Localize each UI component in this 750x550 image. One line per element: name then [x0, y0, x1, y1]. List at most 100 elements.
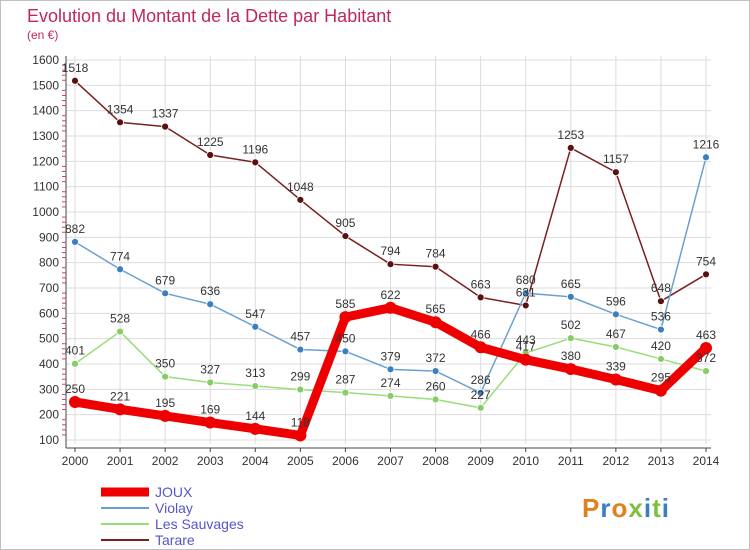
data-point-tarare: [702, 270, 710, 279]
data-label-tarare: 1048: [287, 180, 314, 194]
data-point-joux: [249, 422, 262, 435]
data-point-violay: [206, 300, 215, 309]
data-point-violay: [296, 345, 305, 354]
x-tick-label: 2005: [287, 454, 314, 468]
data-label-les-sauvages: 401: [65, 344, 85, 358]
data-label-violay: 457: [290, 330, 310, 344]
data-label-tarare: 663: [471, 277, 491, 291]
data-label-tarare: 905: [335, 216, 355, 230]
y-tick-label: 500: [39, 332, 59, 346]
data-point-violay: [161, 289, 170, 298]
data-point-les-sauvages: [611, 343, 620, 351]
legend-label-les-sauvages: Les Sauvages: [155, 516, 244, 532]
x-tick-label: 2000: [62, 454, 89, 468]
y-tick-label: 300: [39, 382, 59, 396]
data-label-joux: 250: [65, 382, 85, 396]
data-point-joux: [474, 341, 487, 354]
data-point-les-sauvages: [71, 359, 79, 368]
data-label-joux: 339: [606, 359, 626, 373]
y-tick-label: 100: [39, 433, 59, 447]
data-label-tarare: 1518: [62, 61, 89, 75]
legend-label-violay: Violay: [155, 500, 193, 516]
y-tick-label: 800: [39, 256, 59, 270]
data-point-tarare: [206, 151, 215, 159]
data-point-tarare: [476, 293, 485, 302]
data-label-violay: 286: [471, 373, 491, 387]
y-tick-label: 1100: [33, 180, 59, 194]
series-les-sauvages: [71, 327, 710, 412]
data-label-violay: 680: [516, 273, 536, 287]
data-point-joux: [384, 301, 397, 314]
data-label-joux: 622: [380, 288, 400, 302]
data-point-tarare: [296, 195, 305, 204]
data-point-violay: [71, 237, 79, 246]
logo-letter: o: [611, 493, 628, 523]
data-label-tarare: 794: [380, 244, 400, 258]
data-label-violay: 450: [335, 331, 355, 345]
data-label-joux: 295: [651, 371, 671, 385]
data-label-violay: 379: [380, 349, 400, 363]
data-point-violay: [657, 325, 665, 334]
data-label-les-sauvages: 350: [155, 357, 175, 371]
data-point-tarare: [611, 168, 620, 177]
x-tick-label: 2009: [467, 454, 494, 468]
x-tick-label: 2012: [603, 454, 630, 468]
data-point-les-sauvages: [566, 334, 575, 343]
y-tick-label: 1200: [32, 154, 59, 168]
axes: 1002003004005006007008009001000110012001…: [32, 53, 719, 468]
data-point-joux: [204, 416, 217, 429]
y-tick-label: 1500: [32, 78, 59, 92]
data-point-les-sauvages: [702, 367, 710, 375]
data-label-les-sauvages: 287: [335, 373, 355, 387]
data-label-joux: 466: [471, 327, 491, 341]
data-label-violay: 372: [426, 351, 446, 365]
proxiti-logo: Proxiti: [582, 493, 670, 523]
data-point-joux: [114, 403, 127, 416]
legend-label-joux: JOUX: [155, 484, 193, 500]
data-label-violay: 665: [561, 277, 581, 291]
logo-letter: r: [600, 493, 611, 523]
y-tick-label: 1300: [32, 129, 59, 143]
data-label-les-sauvages: 327: [200, 362, 220, 376]
x-tick-label: 2013: [648, 454, 675, 468]
chart-title: Evolution du Montant de la Dette par Hab…: [27, 6, 391, 26]
grid: [66, 56, 711, 444]
x-tick-label: 2001: [107, 454, 134, 468]
data-label-joux: 585: [335, 297, 355, 311]
data-point-tarare: [341, 232, 350, 240]
data-label-violay: 636: [200, 284, 220, 298]
y-tick-label: 900: [39, 230, 59, 244]
data-point-les-sauvages: [476, 403, 485, 412]
data-point-les-sauvages: [116, 327, 124, 336]
data-point-tarare: [386, 260, 395, 269]
data-point-tarare: [566, 144, 575, 152]
data-label-joux: 144: [245, 409, 265, 423]
data-label-les-sauvages: 443: [516, 333, 536, 347]
x-tick-label: 2004: [242, 454, 269, 468]
chart-subtitle: (en €): [27, 28, 58, 42]
data-label-joux: 417: [516, 340, 536, 354]
data-point-tarare: [116, 118, 124, 127]
data-point-violay: [431, 367, 440, 375]
data-label-tarare: 1225: [197, 135, 224, 149]
data-label-les-sauvages: 467: [606, 327, 626, 341]
data-point-les-sauvages: [251, 382, 260, 390]
data-label-tarare: 1253: [557, 128, 584, 142]
data-label-joux: 380: [561, 349, 581, 363]
data-point-tarare: [521, 301, 530, 310]
x-tick-label: 2003: [197, 454, 224, 468]
x-tick-label: 2006: [332, 454, 359, 468]
data-label-les-sauvages: 313: [245, 366, 265, 380]
data-label-tarare: 1337: [152, 107, 179, 121]
data-point-tarare: [657, 297, 665, 306]
x-tick-label: 2011: [558, 454, 584, 468]
data-label-violay: 547: [245, 307, 265, 321]
data-label-violay: 596: [606, 294, 626, 308]
data-point-violay: [611, 310, 620, 319]
data-label-joux: 169: [200, 403, 220, 417]
data-point-les-sauvages: [206, 378, 215, 387]
data-label-tarare: 784: [426, 247, 446, 261]
data-point-joux: [700, 342, 712, 355]
data-label-violay: 1216: [693, 137, 720, 151]
